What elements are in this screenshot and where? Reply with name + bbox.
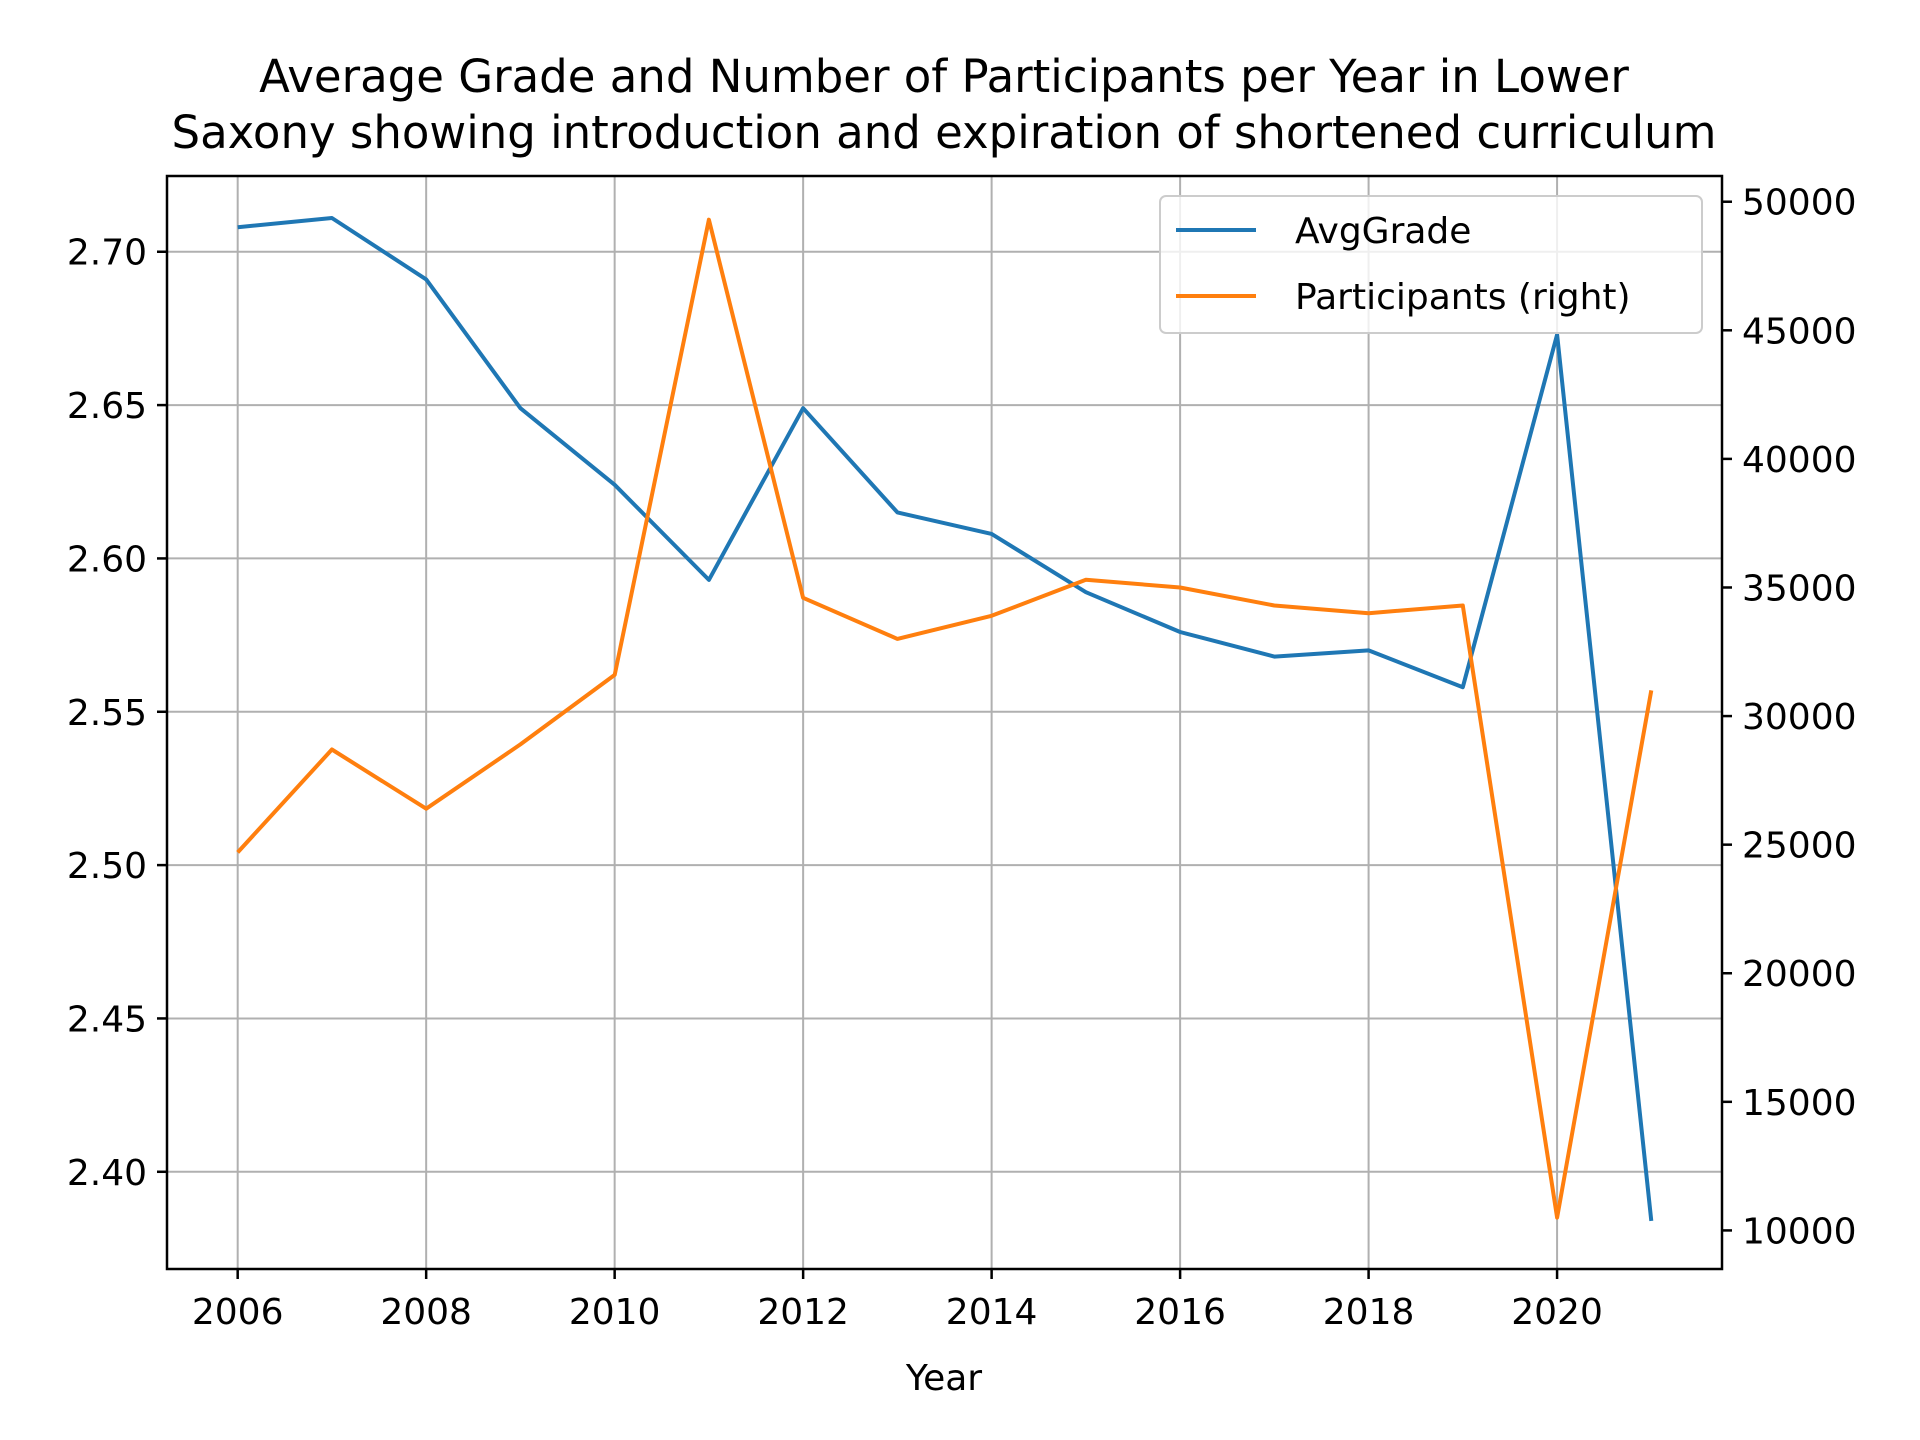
- grid-layer: [167, 176, 1722, 1269]
- y-right-tick-label: 10000: [1742, 1211, 1857, 1252]
- y-right-tick-label: 20000: [1742, 954, 1857, 995]
- legend-label-avggrade: AvgGrade: [1295, 211, 1471, 252]
- y-right-tick-label: 50000: [1742, 183, 1857, 224]
- y-right-tick-label: 15000: [1742, 1083, 1857, 1124]
- y-left-tick-label: 2.40: [67, 1153, 147, 1194]
- x-tick-label: 2010: [569, 1292, 661, 1333]
- plot-frame: [165, 174, 1724, 1271]
- x-tick-label: 2018: [1323, 1292, 1415, 1333]
- x-tick-label: 2006: [192, 1292, 284, 1333]
- series-layer: [236, 216, 1654, 1222]
- x-axis-label: Year: [905, 1358, 982, 1399]
- chart-title-line-2: Saxony showing introduction and expirati…: [172, 106, 1717, 159]
- y-right-tick-label: 25000: [1742, 826, 1857, 867]
- y-left-tick-label: 2.65: [67, 386, 147, 427]
- y-right-tick-label: 35000: [1742, 568, 1857, 609]
- x-tick-label: 2014: [946, 1292, 1038, 1333]
- y-right-tick-label: 45000: [1742, 311, 1857, 352]
- chart-title-line-1: Average Grade and Number of Participants…: [259, 50, 1629, 103]
- legend-label-participants: Participants (right): [1295, 277, 1631, 318]
- x-tick-label: 2012: [757, 1292, 849, 1333]
- y-right-tick-label: 40000: [1742, 440, 1857, 481]
- y-left-tick-label: 2.60: [67, 539, 147, 580]
- y-left-tick-label: 2.55: [67, 693, 147, 734]
- x-tick-label: 2020: [1511, 1292, 1603, 1333]
- legend-box: [1159, 195, 1703, 334]
- ticks-layer: 2006 2008 2010 2012 2014 2016 2018 2020 2.40 2.45…: [67, 183, 1857, 1333]
- legend: AvgGrade Participants (right): [1159, 195, 1703, 334]
- y-right-tick-label: 30000: [1742, 697, 1857, 738]
- series-line-avggrade: [237, 216, 1654, 1222]
- x-tick-label: 2008: [380, 1292, 472, 1333]
- y-left-tick-label: 2.70: [67, 233, 147, 274]
- series-line-participants-right: [236, 217, 1654, 1220]
- y-left-tick-label: 2.45: [67, 999, 147, 1040]
- x-tick-label: 2016: [1134, 1292, 1226, 1333]
- y-left-tick-label: 2.50: [67, 846, 147, 887]
